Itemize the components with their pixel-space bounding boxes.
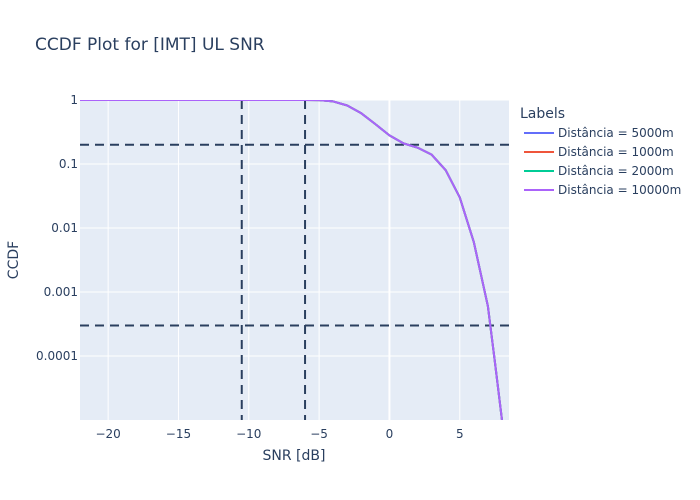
legend-item: Distância = 10000m xyxy=(524,183,681,197)
legend-item: Distância = 2000m xyxy=(524,164,674,178)
x-tick-label: 5 xyxy=(456,427,464,441)
y-tick-labels: 1 0.1 0.01 0.001 0.0001 xyxy=(36,93,78,363)
x-axis-title: SNR [dB] xyxy=(263,448,326,464)
x-tick-label: −10 xyxy=(236,427,261,441)
x-tick-label: −15 xyxy=(166,427,191,441)
series-line-4 xyxy=(80,100,503,420)
y-tick-label: 0.1 xyxy=(59,157,78,171)
plot-background xyxy=(80,100,509,420)
y-tick-label: 0.0001 xyxy=(36,349,78,363)
x-tick-label: −20 xyxy=(95,427,120,441)
legend-item: Distância = 5000m xyxy=(524,126,674,140)
y-tick-label: 1 xyxy=(70,93,78,107)
chart-title: CCDF Plot for [IMT] UL SNR xyxy=(35,35,265,55)
legend-title: Labels xyxy=(520,106,565,122)
reference-lines xyxy=(80,100,509,420)
x-tick-label: 0 xyxy=(386,427,394,441)
y-tick-label: 0.001 xyxy=(44,285,78,299)
legend-label: Distância = 5000m xyxy=(558,126,674,140)
y-tick-label: 0.01 xyxy=(51,221,78,235)
y-axis-title: CCDF xyxy=(6,241,22,279)
legend-label: Distância = 10000m xyxy=(558,183,681,197)
legend-label: Distância = 1000m xyxy=(558,145,674,159)
legend-label: Distância = 2000m xyxy=(558,164,674,178)
series-lines xyxy=(80,100,503,420)
legend-item: Distância = 1000m xyxy=(524,145,674,159)
legend-items: Distância = 5000m Distância = 1000m Distân… xyxy=(524,126,681,197)
legend: Labels Distância = 5000m Distância = 1000… xyxy=(520,106,681,197)
x-tick-labels: −20 −15 −10 −5 0 5 xyxy=(95,427,463,441)
x-tick-label: −5 xyxy=(310,427,328,441)
